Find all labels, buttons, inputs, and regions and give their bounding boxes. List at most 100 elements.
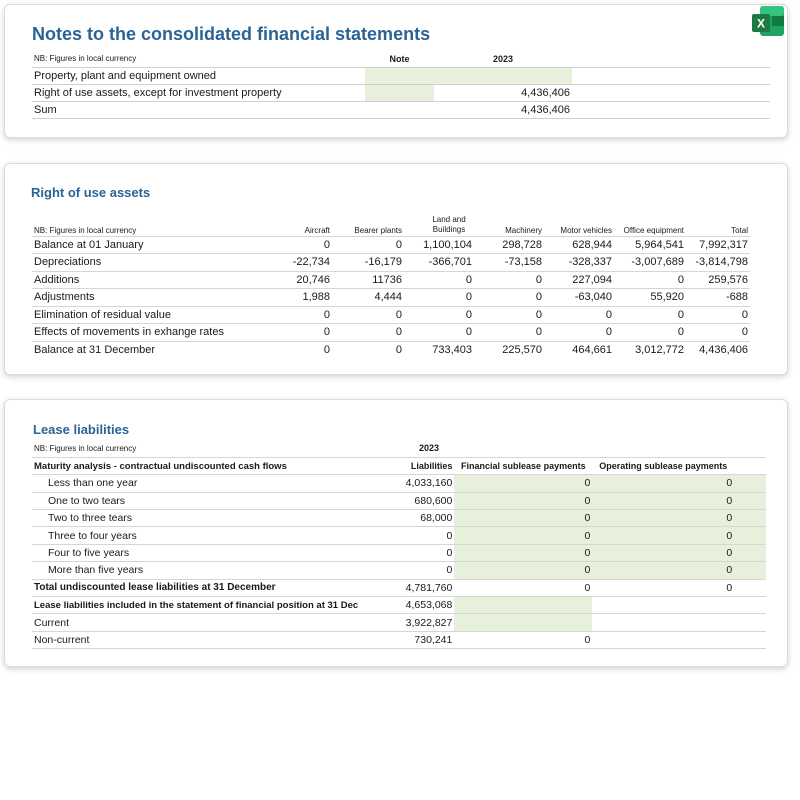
cell: 20,746 <box>262 271 332 289</box>
table-row: Sum 4,436,406 <box>32 100 770 119</box>
cell: 628,944 <box>544 236 614 254</box>
cell: 4,436,406 <box>699 344 748 356</box>
row-label: Right of use assets, except for investme… <box>32 84 365 102</box>
cell: 3,012,772 <box>635 344 684 356</box>
row-label: Sum <box>32 100 365 119</box>
column-header: Aircraft <box>262 212 332 237</box>
cell: 0 <box>403 561 455 580</box>
cell: 0 <box>404 288 474 307</box>
row-value: 4,436,406 <box>434 100 572 119</box>
included-row: Lease liabilities included in the statem… <box>32 596 766 615</box>
table-row: Less than one year 4,033,160 0 0 <box>32 474 766 493</box>
right-of-use-table: NB: Figures in local currency Aircraft B… <box>32 212 750 359</box>
notes-table: NB: Figures in local currency Note 2023 … <box>32 51 770 119</box>
cell[interactable] <box>454 596 593 615</box>
table-row: Four to five years 0 0 0 <box>32 544 766 563</box>
header-row: NB: Figures in local currency Aircraft B… <box>32 212 750 237</box>
row-label: Property, plant and equipment owned <box>32 67 365 85</box>
row-label: Depreciations <box>32 253 262 272</box>
cell: 3,922,827 <box>403 613 455 632</box>
row-value: 4,436,406 <box>434 84 572 102</box>
cell[interactable]: 0 <box>454 492 593 511</box>
cell: 733,403 <box>432 344 472 356</box>
nb-label: NB: Figures in local currency <box>32 440 404 458</box>
cell: -366,701 <box>404 253 474 272</box>
cell: 0 <box>474 323 544 342</box>
year-header: 2023 <box>403 440 455 458</box>
cell: 55,920 <box>614 288 686 307</box>
excel-icon[interactable]: X <box>748 2 788 42</box>
cell[interactable]: 0 <box>454 561 593 580</box>
cell[interactable]: 0 <box>454 509 593 528</box>
cell: 0 <box>332 236 404 254</box>
cell: 225,570 <box>502 344 542 356</box>
header-row: Maturity analysis - contractual undiscou… <box>32 457 766 476</box>
cell: -328,337 <box>544 253 614 272</box>
row-label: Three to four years <box>32 526 404 545</box>
cell[interactable]: 0 <box>592 474 735 493</box>
note-header: Note <box>365 51 434 68</box>
cell: 0 <box>454 631 593 650</box>
notes-title: Notes to the consolidated financial stat… <box>32 24 431 44</box>
column-header: Operating sublease payments <box>592 457 735 476</box>
column-header: Bearer plants <box>332 212 404 237</box>
cell[interactable]: 0 <box>454 526 593 545</box>
cell: 0 <box>474 288 544 307</box>
cell: -3,814,798 <box>686 253 750 272</box>
column-header: Liabilities <box>403 457 455 476</box>
column-header: Land and Buildings <box>404 212 474 237</box>
row-value[interactable] <box>434 67 572 85</box>
cell: 0 <box>332 306 404 324</box>
cell: 1,100,104 <box>404 236 474 254</box>
table-row: Adjustments 1,988 4,444 0 0 -63,040 55,920 -688 <box>32 288 750 307</box>
noncurrent-row: Non-current 730,241 0 <box>32 631 766 650</box>
cell[interactable]: 0 <box>592 509 735 528</box>
cell: 0 <box>592 579 735 598</box>
row-label: Additions <box>32 271 262 289</box>
table-row: Two to three tears 68,000 0 0 <box>32 509 766 528</box>
cell: 730,241 <box>403 631 455 650</box>
cell: 0 <box>323 344 330 356</box>
row-label: Lease liabilities included in the statem… <box>32 596 404 615</box>
row-label: Elimination of residual value <box>32 306 262 324</box>
cell[interactable]: 0 <box>592 492 735 511</box>
cell: 259,576 <box>686 271 750 289</box>
table-row: One to two tears 680,600 0 0 <box>32 492 766 511</box>
cell: 4,781,760 <box>403 579 455 598</box>
lease-liabilities-title: Lease liabilities <box>33 422 130 437</box>
cell: 0 <box>474 306 544 324</box>
cell[interactable]: 0 <box>454 544 593 563</box>
cell: 0 <box>403 526 455 545</box>
column-header: Motor vehicles <box>544 212 614 237</box>
cell[interactable]: 0 <box>592 544 735 563</box>
total-row: Total undiscounted lease liabilities at … <box>32 579 766 598</box>
cell: 0 <box>404 323 474 342</box>
cell: 680,600 <box>403 492 455 511</box>
cell: 68,000 <box>403 509 455 528</box>
row-label: Two to three tears <box>32 509 404 528</box>
row-label: Effects of movements in exhange rates <box>32 323 262 342</box>
cell[interactable] <box>454 613 593 632</box>
row-label: Less than one year <box>32 474 404 493</box>
right-of-use-title: Right of use assets <box>31 185 151 200</box>
cell: -22,734 <box>262 253 332 272</box>
cell: 5,964,541 <box>614 236 686 254</box>
cell[interactable]: 0 <box>592 526 735 545</box>
right-of-use-card: Right of use assets NB: Figures in local… <box>4 163 788 375</box>
table-row: Right of use assets, except for investme… <box>32 84 770 102</box>
cell: 0 <box>395 344 402 356</box>
year-header: 2023 <box>434 51 572 68</box>
cell: 0 <box>474 271 544 289</box>
row-label: One to two tears <box>32 492 404 511</box>
lease-liabilities-card: Lease liabilities NB: Figures in local c… <box>4 399 788 667</box>
column-header: Financial sublease payments <box>454 457 593 476</box>
cell[interactable]: 0 <box>454 474 593 493</box>
cell: 4,653,068 <box>403 596 455 615</box>
cell: -73,158 <box>474 253 544 272</box>
cell[interactable]: 0 <box>592 561 735 580</box>
cell: 464,661 <box>572 344 612 356</box>
cell: -688 <box>686 288 750 307</box>
row-label: Four to five years <box>32 544 404 563</box>
nb-label: NB: Figures in local currency <box>32 51 365 68</box>
cell: 0 <box>614 306 686 324</box>
